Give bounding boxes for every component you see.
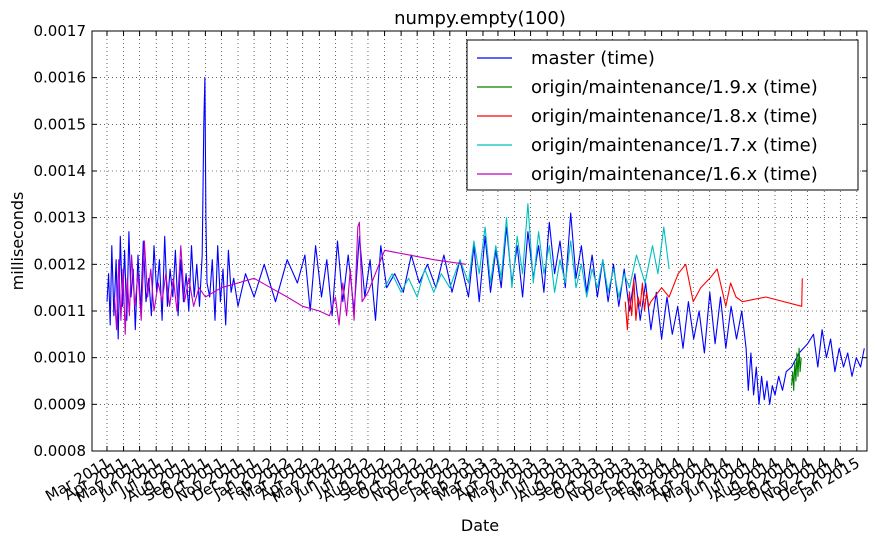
series-line-1 <box>106 77 865 405</box>
y-tick-labels: 0.0008 0.0009 0.0010 0.0011 0.0012 0.0013 0.00… <box>34 22 87 460</box>
y-tick-label: 0.0008 <box>34 442 87 460</box>
series-line-3 <box>624 263 803 331</box>
plot-series-group <box>106 77 865 405</box>
y-tick-label: 0.0014 <box>34 162 87 180</box>
y-tick-label: 0.0012 <box>34 255 87 273</box>
axis-ticks <box>92 30 867 452</box>
plot-frame <box>91 30 868 452</box>
series-line-2 <box>791 347 802 391</box>
y-tick-label: 0.0016 <box>34 69 87 87</box>
x-axis-title: Date <box>461 516 499 535</box>
legend-box <box>466 39 859 191</box>
legend-label: origin/maintenance/1.6.x (time) <box>531 164 818 185</box>
y-tick-label: 0.0015 <box>34 115 87 133</box>
legend: master (time) origin/maintenance/1.9.x (t… <box>466 39 859 191</box>
series-line-4 <box>384 203 670 298</box>
legend-label: origin/maintenance/1.9.x (time) <box>531 77 818 98</box>
series-line-5 <box>113 221 466 335</box>
chart-title: numpy.empty(100) <box>394 8 566 29</box>
legend-label: origin/maintenance/1.7.x (time) <box>531 135 818 156</box>
y-tick-label: 0.0017 <box>34 22 87 40</box>
y-tick-label: 0.0009 <box>34 395 87 413</box>
y-tick-label: 0.0010 <box>34 349 87 367</box>
y-tick-label: 0.0011 <box>34 302 87 320</box>
y-tick-label: 0.0013 <box>34 209 87 227</box>
legend-label: origin/maintenance/1.8.x (time) <box>531 106 818 127</box>
legend-label: master (time) <box>531 48 655 69</box>
y-axis-title: milliseconds <box>8 192 27 291</box>
